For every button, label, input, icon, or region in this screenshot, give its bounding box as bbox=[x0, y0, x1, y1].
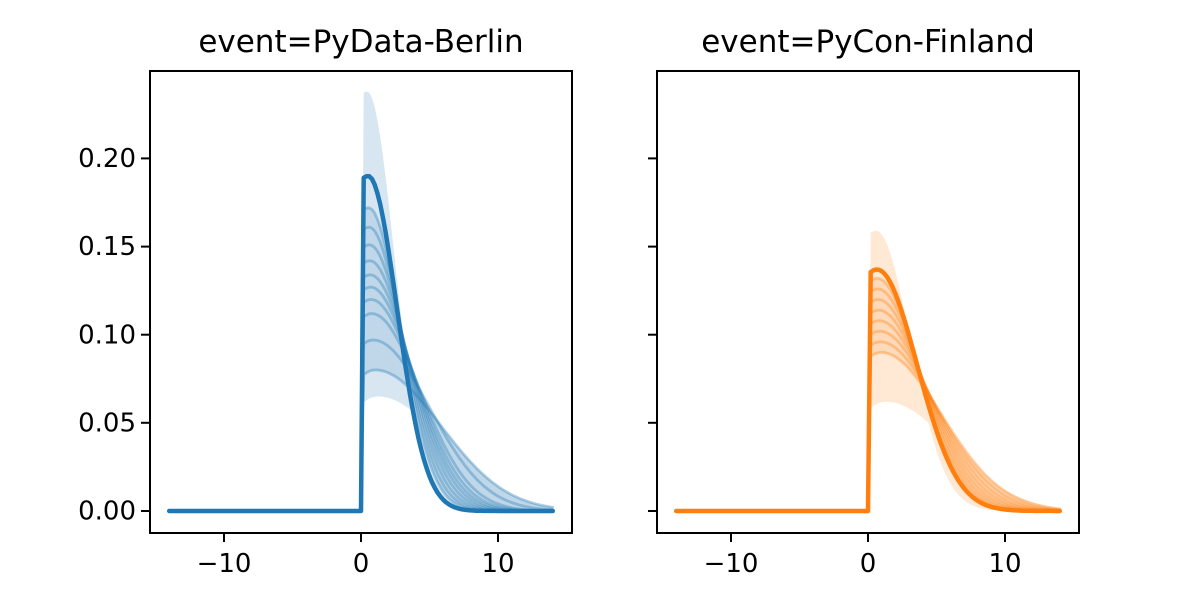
panel-event-pydata-berlin: −10 0 10 0.00 0.05 0.10 0.15 0.20 event=PyData-B… bbox=[78, 24, 573, 579]
y-tick-label: 0.05 bbox=[78, 408, 136, 438]
x-tick-label: 10 bbox=[988, 549, 1021, 579]
y-tick-label: 0.00 bbox=[78, 497, 136, 527]
panel-event-pycon-finland: −10 0 10 event=PyCon-Finland bbox=[648, 24, 1080, 579]
y-tick-label: 0.10 bbox=[78, 320, 136, 350]
x-tick-label: −10 bbox=[197, 549, 252, 579]
panel-title: event=PyData-Berlin bbox=[198, 24, 523, 60]
x-tick-label: 0 bbox=[353, 549, 370, 579]
uncertainty-band-inner bbox=[676, 278, 1060, 511]
panel-title: event=PyCon-Finland bbox=[701, 24, 1035, 60]
x-tick-label: 10 bbox=[481, 549, 514, 579]
y-tick-label: 0.20 bbox=[78, 144, 136, 174]
mean-curve bbox=[673, 267, 1063, 514]
x-tick-label: −10 bbox=[704, 549, 759, 579]
y-tick-label: 0.15 bbox=[78, 232, 136, 262]
mean-curve bbox=[166, 174, 556, 514]
x-tick-label: 0 bbox=[860, 549, 877, 579]
